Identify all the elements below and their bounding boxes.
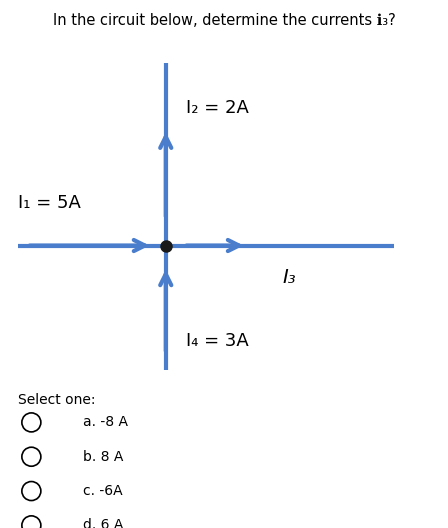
Text: b. 8 A: b. 8 A [83,450,123,464]
Text: I₄ = 3A: I₄ = 3A [186,332,249,350]
Text: I₁ = 5A: I₁ = 5A [18,194,81,212]
Text: d. 6 A: d. 6 A [83,518,123,528]
Text: a. -8 A: a. -8 A [83,416,128,429]
Text: In the circuit below, determine the currents ℹ₃?: In the circuit below, determine the curr… [52,13,396,28]
Text: Select one:: Select one: [18,393,95,408]
Text: I₂ = 2A: I₂ = 2A [186,99,249,117]
Text: c. -6A: c. -6A [83,484,122,498]
Text: I₃: I₃ [282,268,296,287]
